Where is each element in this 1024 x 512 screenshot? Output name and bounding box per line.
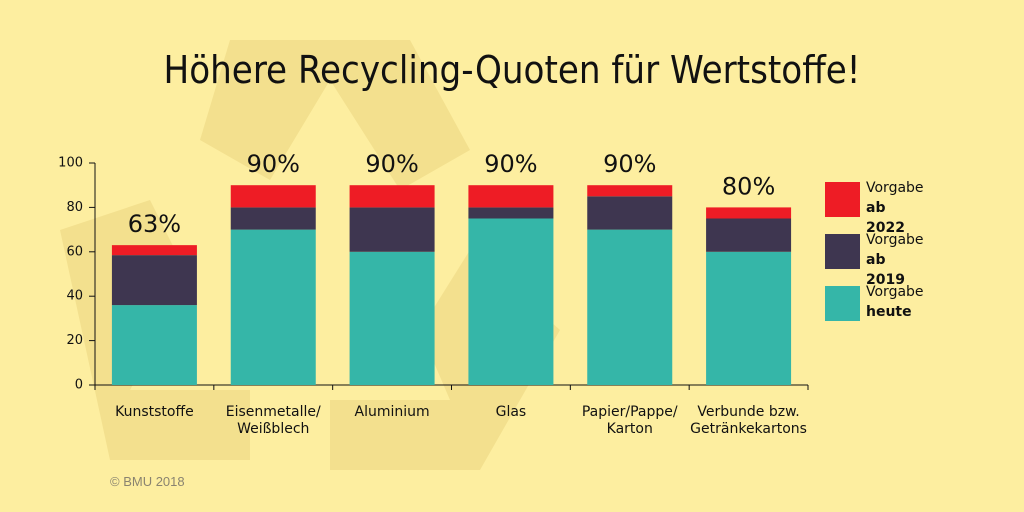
chart-title: Höhere Recycling-Quoten für Wertstoffe!	[163, 48, 861, 92]
total-label: 90%	[365, 150, 418, 178]
total-label: 80%	[722, 172, 775, 200]
total-label: 90%	[603, 150, 656, 178]
y-tick-label: 100	[58, 156, 83, 171]
x-tick-label: Glas	[495, 404, 527, 420]
x-tick-label: Verbunde bzw. Getränkekartons	[690, 404, 807, 437]
legend-label: Vorgabe ab 2022	[866, 180, 924, 236]
credit: © BMU 2018	[110, 474, 185, 489]
total-label: 90%	[484, 150, 537, 178]
legend-swatch	[825, 286, 860, 321]
total-label: 90%	[247, 150, 300, 178]
bar-segment	[468, 207, 554, 219]
y-tick-label: 40	[66, 289, 83, 304]
x-tick-label: Eisenmetalle/ Weißblech	[225, 404, 321, 437]
bar-segment	[587, 229, 673, 385]
bar-segment	[706, 251, 792, 385]
bar-segment	[230, 207, 316, 230]
bar-segment	[587, 196, 673, 230]
bar-segment	[230, 229, 316, 385]
legend-label: Vorgabe ab 2019	[866, 232, 924, 288]
bar-segment	[349, 207, 435, 252]
x-tick-label: Kunststoffe	[115, 404, 194, 420]
y-tick-label: 20	[66, 333, 83, 348]
x-tick-label: Aluminium	[354, 404, 430, 420]
bar-segment	[587, 185, 673, 197]
bar-segment	[349, 185, 435, 208]
legend-swatch	[825, 234, 860, 269]
bar-segment	[706, 218, 792, 252]
y-tick-label: 80	[66, 200, 83, 215]
total-label: 63%	[128, 210, 181, 238]
bar-segment	[468, 218, 554, 385]
bar-segment	[111, 305, 197, 385]
legend-label: Vorgabe heute	[866, 284, 924, 320]
bar-segment	[111, 245, 197, 256]
bar-segment	[230, 185, 316, 208]
bar-segment	[468, 185, 554, 208]
legend-swatch	[825, 182, 860, 217]
bar-segment	[111, 255, 197, 306]
y-tick-label: 0	[75, 378, 83, 393]
bar-segment	[349, 251, 435, 385]
x-tick-label: Papier/Pappe/ Karton	[581, 404, 678, 437]
y-tick-label: 60	[66, 244, 83, 259]
bar-segment	[706, 207, 792, 219]
